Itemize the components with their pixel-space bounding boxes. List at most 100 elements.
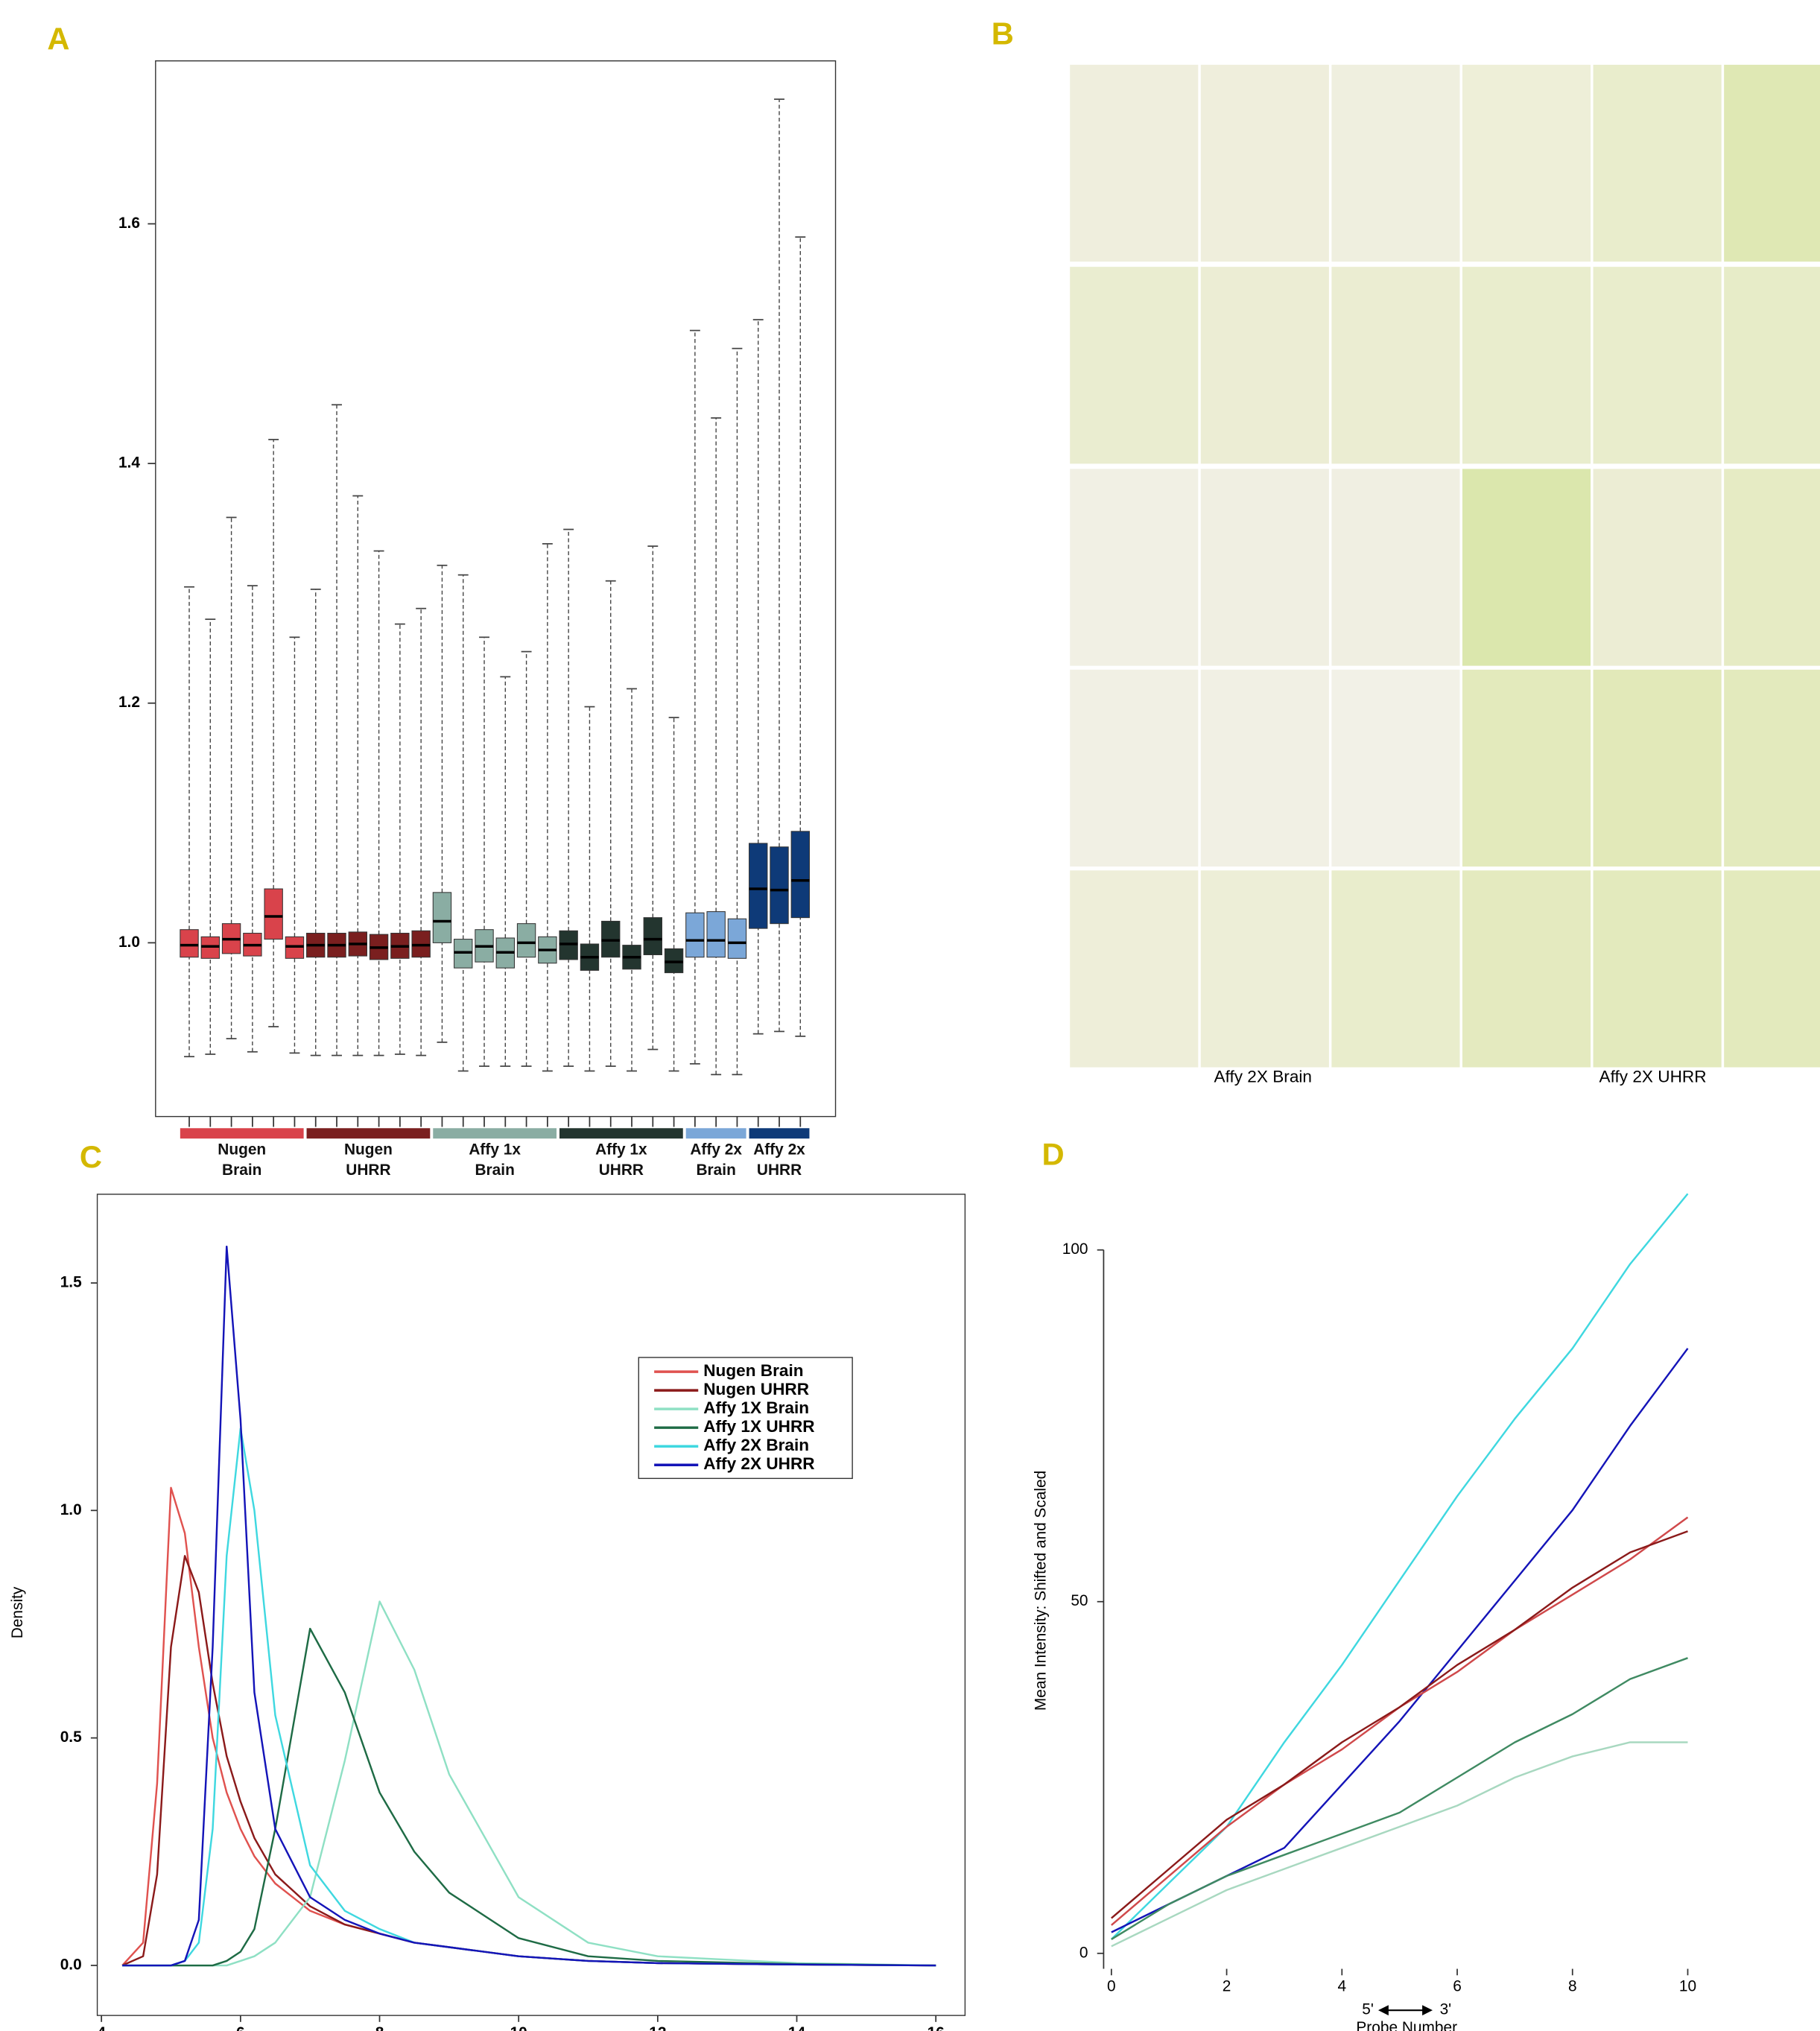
y-tick-label: 0.5 (60, 1729, 82, 1746)
panel-label: A (47, 22, 69, 57)
array-image (1594, 267, 1722, 463)
box (433, 893, 451, 943)
y-axis-label: Mean Intensity: Shifted and Scaled (1032, 1471, 1049, 1711)
x-tick-label: 12 (649, 2024, 666, 2031)
box (791, 831, 809, 918)
array-image (1331, 670, 1459, 866)
group-label: UHRR (599, 1162, 644, 1179)
box (264, 889, 282, 940)
x-tick-label: 4 (1337, 1977, 1346, 1994)
array-image (1201, 870, 1329, 1067)
array-image (1724, 870, 1820, 1067)
array-image (1462, 267, 1591, 463)
y-axis-label: Density (9, 1586, 26, 1638)
group-label: Nugen (218, 1141, 266, 1158)
series-line (1112, 1658, 1688, 1939)
arrow-head (1378, 2005, 1389, 2015)
group-label: Nugen (344, 1141, 393, 1158)
group-bar (433, 1128, 557, 1138)
x-tick-label: 8 (375, 2024, 384, 2031)
legend-label: Affy 2X Brain (703, 1436, 809, 1454)
box (770, 847, 788, 924)
panel-label: D (1042, 1137, 1065, 1172)
box (728, 919, 746, 958)
x-tick-label: 4 (97, 2024, 106, 2031)
group-label: Brain (475, 1162, 514, 1179)
group-bar (686, 1128, 746, 1138)
group-label: Affy 1x (595, 1141, 647, 1158)
array-image (1070, 870, 1198, 1067)
y-tick-label: 1.0 (60, 1501, 82, 1518)
array-image (1070, 670, 1198, 866)
x-tick-label: 14 (788, 2024, 806, 2031)
array-image (1594, 670, 1722, 866)
y-tick-label: 1.5 (60, 1274, 82, 1291)
box (686, 913, 704, 957)
array-image (1462, 469, 1591, 665)
array-image (1724, 65, 1820, 262)
x-tick-label: 16 (928, 2024, 945, 2031)
x-tick-label: 8 (1568, 1977, 1577, 1994)
x-tick-label: 2 (1223, 1977, 1231, 1994)
array-image (1331, 267, 1459, 463)
legend-label: Nugen UHRR (703, 1380, 809, 1398)
group-bar (307, 1128, 431, 1138)
x-tick-label: 10 (1679, 1977, 1696, 1994)
panel-label: B (992, 16, 1014, 51)
group-label: Affy 1x (469, 1141, 521, 1158)
direction-label: 3' (1440, 2001, 1452, 2018)
array-image (1594, 65, 1722, 262)
series-line (122, 1629, 936, 1965)
y-tick-label: 1.4 (118, 454, 140, 472)
array-image (1331, 870, 1459, 1067)
plot-frame (98, 1194, 966, 2015)
page: {"chart_data":[ {"type":"box","panel_lab… (0, 0, 1820, 2031)
x-tick-label: 10 (510, 2024, 527, 2031)
group-label: Affy 2x (690, 1141, 742, 1158)
array-image (1201, 267, 1329, 463)
array-image (1724, 469, 1820, 665)
y-tick-label: 0 (1079, 1944, 1088, 1961)
image-caption: Affy 2X UHRR (1599, 1067, 1707, 1086)
box (707, 912, 725, 957)
legend-label: Affy 1X UHRR (703, 1417, 814, 1436)
array-image (1462, 65, 1591, 262)
y-tick-label: 0.0 (60, 1956, 82, 1973)
legend-label: Affy 1X Brain (703, 1398, 809, 1417)
arrow-head (1422, 2005, 1433, 2015)
box (517, 924, 535, 957)
group-label: Brain (222, 1162, 261, 1179)
series-line (122, 1246, 936, 1965)
box (749, 843, 767, 928)
group-label: Brain (696, 1162, 735, 1179)
x-tick-label: 6 (236, 2024, 245, 2031)
array-image (1594, 870, 1722, 1067)
box (180, 930, 198, 957)
series-line (122, 1488, 936, 1965)
array-image (1331, 469, 1459, 665)
array-image (1201, 65, 1329, 262)
array-image (1594, 469, 1722, 665)
group-bar (559, 1128, 683, 1138)
box (644, 918, 662, 955)
x-tick-label: 6 (1453, 1977, 1462, 1994)
legend-label: Nugen Brain (703, 1361, 803, 1380)
group-bar (180, 1128, 304, 1138)
array-image (1331, 65, 1459, 262)
y-tick-label: 50 (1071, 1592, 1088, 1609)
y-tick-label: 100 (1062, 1241, 1088, 1258)
y-tick-label: 1.6 (118, 215, 140, 232)
array-image (1201, 469, 1329, 665)
image-caption: Affy 2X Brain (1214, 1067, 1312, 1086)
array-image (1070, 267, 1198, 463)
figure: A B C D Affy 2X Brain Affy 2X UHRR 1.01.… (0, 0, 1820, 2031)
y-tick-label: 1.2 (118, 694, 140, 711)
series-line (1112, 1531, 1688, 1918)
direction-label: 5' (1362, 2001, 1374, 2018)
group-label: Affy 2x (753, 1141, 805, 1158)
series-line (122, 1602, 936, 1966)
group-label: UHRR (757, 1162, 802, 1179)
group-bar (749, 1128, 810, 1138)
group-label: UHRR (346, 1162, 390, 1179)
x-tick-label: 0 (1107, 1977, 1116, 1994)
